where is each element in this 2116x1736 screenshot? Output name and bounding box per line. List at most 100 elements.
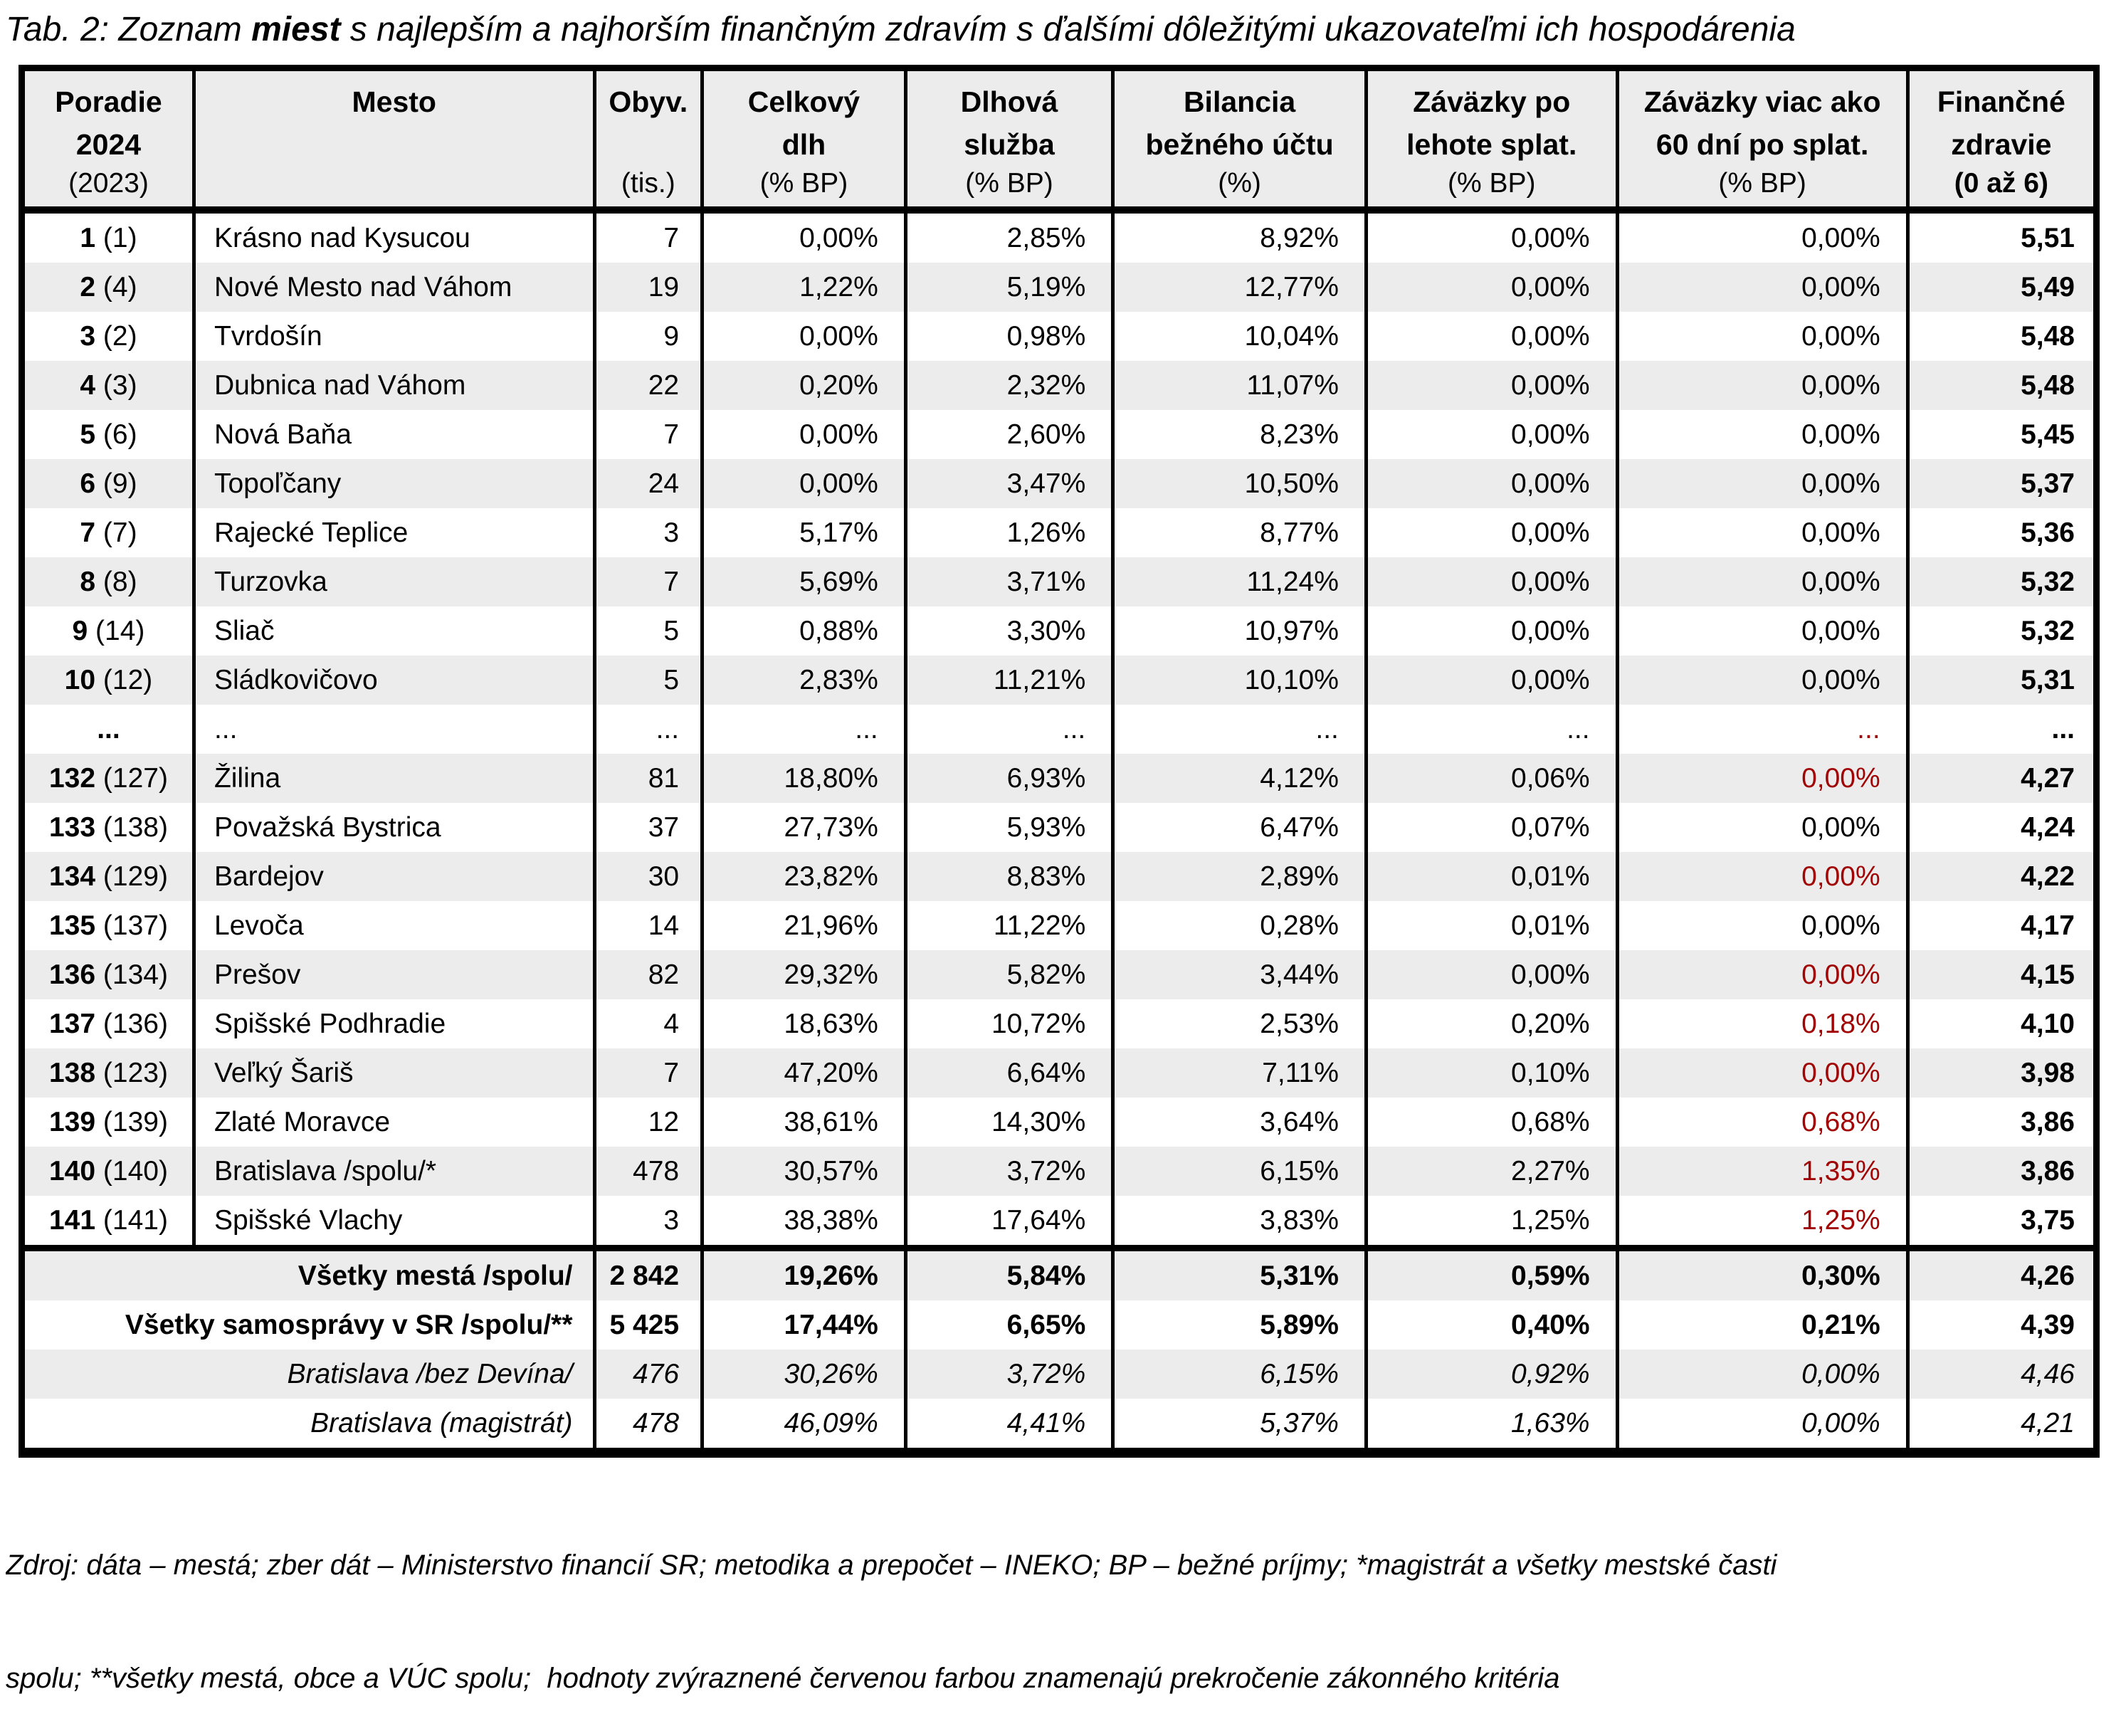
cell-bilancia: 8,23%: [1111, 410, 1367, 460]
cell-rank: 3 (2): [22, 312, 194, 361]
rank-2023: (14): [88, 615, 145, 646]
rank-2023: (138): [95, 811, 168, 843]
col-header-mesto: Mesto: [191, 68, 595, 214]
cell-zavazky-60dni: 0,00%: [1615, 803, 1908, 853]
cell-zavazky-60dni: ...: [1615, 705, 1908, 754]
cell-bilancia: 0,28%: [1111, 901, 1367, 951]
rank-2023: (8): [95, 566, 137, 597]
cell-city: Bratislava /spolu/*: [191, 1147, 595, 1196]
cell-dlhova-sluzba: 1,26%: [903, 508, 1113, 558]
col-header-zavazky-60dni: Záväzky viac ako 60 dní po splat. (% BP): [1615, 68, 1908, 214]
rank-2023: (1): [95, 222, 137, 253]
cell-celkovy-dlh: 46,09%: [700, 1399, 906, 1453]
rank-2024: 141: [48, 1204, 96, 1236]
cell-zavazky-60dni: 0,68%: [1615, 1098, 1908, 1147]
cell-financne-zdravie: 5,32: [1905, 557, 2097, 607]
cell-financne-zdravie: 5,51: [1905, 210, 2097, 263]
rank-2024: ...: [97, 713, 120, 745]
caption-suffix: s najlepším a najhorším finančným zdraví…: [340, 11, 1796, 48]
cell-celkovy-dlh: 0,00%: [700, 410, 906, 460]
col-header-label: Záväzky po lehote splat.: [1406, 85, 1577, 161]
cell-zavazky-60dni: 0,00%: [1615, 508, 1908, 558]
cell-financne-zdravie: 4,26: [1905, 1245, 2097, 1301]
col-header-unit: (%): [1218, 168, 1261, 199]
cell-obyv: 24: [592, 459, 702, 509]
cell-bilancia: 6,47%: [1111, 803, 1367, 853]
cell-rank: 134 (129): [21, 852, 194, 902]
caption-bold-word: miest: [251, 11, 341, 48]
rank-2024: 134: [48, 861, 96, 892]
cell-celkovy-dlh: 0,00%: [700, 210, 906, 263]
cell-city: Spišské Podhradie: [191, 999, 595, 1049]
cell-city: Topoľčany: [191, 459, 595, 509]
table-row: 6 (9) Topoľčany 24 0,00% 3,47% 10,50% 0,00% 0,0…: [21, 459, 2097, 509]
cell-rank: 139 (139): [22, 1098, 194, 1147]
rank-2024: 138: [48, 1057, 96, 1088]
cell-celkovy-dlh: 23,82%: [700, 852, 906, 902]
cell-dlhova-sluzba: 2,85%: [903, 210, 1113, 263]
cell-bilancia: ...: [1111, 705, 1367, 754]
cell-celkovy-dlh: 5,69%: [700, 557, 906, 607]
table-caption: Tab. 2: Zoznam miest s najlepším a najho…: [0, 0, 2116, 49]
table-row: 137 (136) Spišské Podhradie 4 18,63% 10,72% 2…: [22, 999, 2097, 1049]
cell-zavazky-po-lehote: 0,00%: [1364, 656, 1618, 705]
cell-rank: 4 (3): [21, 361, 194, 411]
cell-financne-zdravie: 3,75: [1905, 1196, 2097, 1248]
cell-city: Rajecké Teplice: [191, 508, 595, 558]
cell-rank: 8 (8): [21, 557, 194, 607]
rank-2024: 136: [48, 959, 96, 990]
rank-2023: (6): [95, 419, 137, 450]
rank-2024: 2: [80, 271, 96, 303]
table-row: 2 (4) Nové Mesto nad Váhom 19 1,22% 5,19% 12,…: [21, 263, 2097, 312]
cell-zavazky-po-lehote: 0,01%: [1364, 852, 1618, 902]
rank-2024: 3: [80, 320, 96, 352]
cell-bilancia: 12,77%: [1111, 263, 1367, 312]
cell-zavazky-60dni: 0,00%: [1615, 852, 1908, 902]
table-row: 140 (140) Bratislava /spolu/* 478 30,57% 3,7…: [21, 1147, 2097, 1196]
cell-city: Levoča: [191, 901, 595, 951]
rank-2023: (9): [95, 468, 137, 499]
cell-city: Krásno nad Kysucou: [191, 210, 595, 263]
cell-obyv: 30: [592, 852, 702, 902]
cell-celkovy-dlh: 27,73%: [700, 803, 906, 853]
cell-zavazky-60dni: 0,00%: [1615, 1048, 1908, 1098]
cell-celkovy-dlh: 30,26%: [700, 1350, 906, 1399]
col-header-unit: (tis.): [621, 168, 675, 199]
cell-financne-zdravie: 4,15: [1905, 950, 2097, 1000]
table-row: 1 (1) Krásno nad Kysucou 7 0,00% 2,85% 8,92% 0…: [22, 210, 2097, 263]
cell-obyv: 7: [592, 410, 702, 460]
page: { "title": { "prefix": "Tab. 2: Zoznam "…: [0, 0, 2116, 1695]
table-row: 134 (129) Bardejov 30 23,82% 8,83% 2,89% 0,01%…: [21, 852, 2097, 902]
rank-2023: (2): [95, 320, 137, 352]
col-header-dlhova-sluzba: Dlhová služba (% BP): [903, 68, 1113, 214]
summary-row: Všetky mestá /spolu/2 842 19,26% 5,84% 5,31…: [21, 1245, 2097, 1301]
cell-celkovy-dlh: 17,44%: [700, 1300, 906, 1350]
col-header-label: Mesto: [352, 85, 436, 119]
cell-financne-zdravie: 5,45: [1905, 410, 2097, 460]
cell-obyv: 476: [592, 1350, 702, 1399]
cell-financne-zdravie: 4,21: [1905, 1399, 2097, 1453]
col-header-obyv: Obyv. (tis.): [592, 68, 702, 214]
cell-celkovy-dlh: 21,96%: [700, 901, 906, 951]
rank-2024: 139: [48, 1106, 96, 1137]
cell-rank: 135 (137): [22, 901, 194, 950]
cell-zavazky-60dni: 0,00%: [1615, 210, 1908, 263]
cell-financne-zdravie: 4,39: [1905, 1300, 2097, 1350]
rank-2023: (136): [95, 1008, 168, 1039]
cell-obyv: 12: [592, 1098, 702, 1147]
summary-label: Bratislava (magistrát): [310, 1407, 573, 1438]
rank-2023: (123): [95, 1057, 168, 1088]
cell-obyv: 7: [592, 1048, 702, 1098]
cell-financne-zdravie: 5,48: [1905, 312, 2097, 362]
cell-bilancia: 8,92%: [1111, 210, 1367, 263]
table-row: 135 (137) Levoča 14 21,96% 11,22% 0,28% 0,01% 0…: [22, 901, 2097, 951]
rank-2023: (139): [95, 1106, 168, 1137]
table-body: 1 (1) Krásno nad Kysucou 7 0,00% 2,85% 8,92% 0…: [21, 210, 2097, 1453]
cell-zavazky-po-lehote: 0,20%: [1364, 999, 1618, 1049]
caption-prefix: Tab. 2: Zoznam: [6, 11, 252, 48]
cell-zavazky-po-lehote: 0,00%: [1364, 508, 1618, 558]
cell-bilancia: 3,83%: [1111, 1196, 1367, 1248]
col-header-label: Poradie 2024: [55, 85, 162, 161]
cell-financne-zdravie: 5,49: [1905, 263, 2097, 312]
cell-rank: 9 (14): [22, 606, 194, 656]
